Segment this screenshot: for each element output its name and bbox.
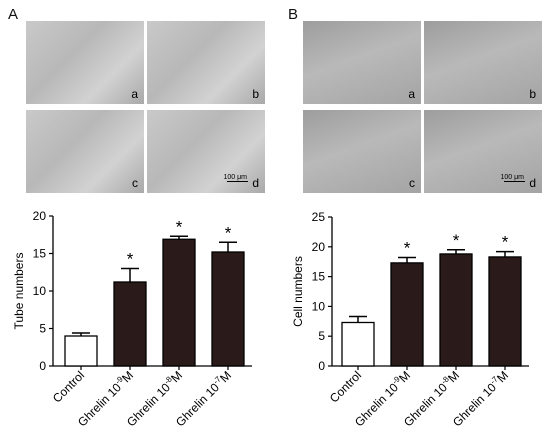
bar (439, 253, 473, 367)
micrograph-b-b: b (424, 21, 542, 104)
micrograph-label: c (409, 176, 415, 190)
micrograph-b-a: a (303, 21, 421, 104)
micrograph-a-c: c (26, 110, 144, 193)
micrograph-b-c: c (303, 110, 421, 193)
significance-marker: * (225, 223, 232, 242)
y-tick-label: 5 (318, 329, 325, 343)
micrograph-label: d (529, 176, 536, 190)
x-tick-label: Control (50, 368, 87, 405)
micrograph-a-a: a (26, 21, 144, 104)
scale-bar-label: 100 μm (223, 174, 248, 181)
y-tick-label: 15 (312, 270, 326, 284)
y-tick-label: 25 (312, 210, 326, 224)
y-tick-label: 5 (39, 322, 46, 336)
micrograph-label: b (252, 87, 259, 101)
significance-marker: * (127, 250, 134, 269)
y-tick-label: 10 (33, 284, 47, 298)
x-tick-label: Control (327, 368, 364, 405)
significance-marker: * (453, 231, 460, 250)
significance-marker: * (502, 233, 509, 252)
y-tick-label: 0 (39, 359, 46, 373)
significance-marker: * (404, 239, 411, 258)
y-tick-label: 0 (318, 359, 325, 373)
bar (390, 262, 424, 367)
micrograph-label: a (408, 87, 415, 101)
bar (113, 281, 147, 367)
micrograph-b-d: 100 μm d (424, 110, 542, 193)
bar (162, 238, 196, 367)
micrograph-label: a (131, 87, 138, 101)
bar (488, 256, 522, 367)
significance-marker: * (176, 217, 183, 236)
micrograph-label: c (132, 176, 138, 190)
y-axis-title: Cell numbers (291, 256, 305, 327)
bar (64, 335, 98, 367)
scale-bar (504, 180, 525, 182)
y-tick-label: 10 (312, 299, 326, 313)
micrograph-label: d (252, 176, 259, 190)
y-tick-label: 20 (312, 240, 326, 254)
bar (211, 251, 245, 367)
scale-bar (227, 180, 248, 182)
bar (341, 321, 375, 367)
micrograph-label: b (529, 87, 536, 101)
micrograph-a-d: 100 μm d (147, 110, 265, 193)
y-axis-title: Tube numbers (12, 253, 26, 330)
scale-bar-label: 100 μm (500, 174, 525, 181)
y-tick-label: 20 (33, 209, 47, 223)
micrograph-a-b: b (147, 21, 265, 104)
panel-letter-b: B (288, 6, 299, 23)
panel-letter-a: A (8, 6, 19, 23)
y-tick-label: 15 (33, 247, 47, 261)
